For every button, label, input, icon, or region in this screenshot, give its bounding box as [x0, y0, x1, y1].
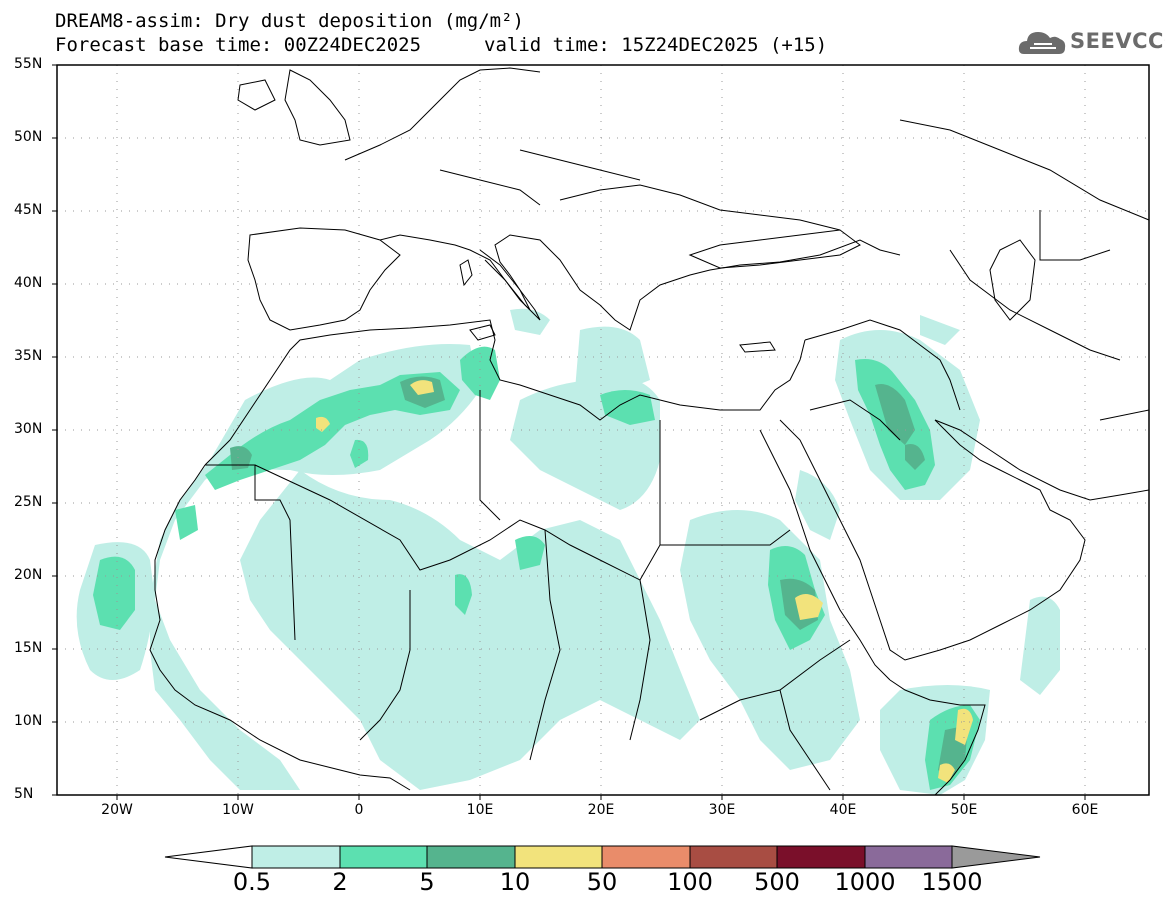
lat-label: 25N	[14, 494, 43, 510]
colorbar-bin-4	[514, 845, 603, 869]
lon-label: 60E	[1071, 802, 1099, 818]
lon-label: 30E	[708, 802, 736, 818]
lat-label: 15N	[14, 640, 43, 656]
forecast-base-time: Forecast base time: 00Z24DEC2025	[55, 34, 422, 56]
graticule	[57, 65, 1149, 795]
colorbar-bin-6	[689, 845, 778, 869]
lat-label: 55N	[14, 56, 43, 72]
colorbar-label: 1000	[834, 868, 896, 896]
map-title: DREAM8-assim: Dry dust deposition (mg/m²…	[55, 10, 524, 32]
logo-text: SEEVCCC	[1070, 29, 1165, 53]
lon-label: 20W	[101, 802, 133, 818]
colorbar-bin-2	[339, 845, 428, 869]
colorbar-label: 50	[586, 868, 618, 896]
axis-ticks	[52, 64, 1086, 800]
colorbar-label: 100	[667, 868, 713, 896]
lat-label: 40N	[14, 275, 43, 291]
lat-label: 5N	[14, 786, 34, 802]
lat-label: 30N	[14, 421, 43, 437]
lat-label: 50N	[14, 129, 43, 145]
dust-shading-high	[316, 380, 973, 783]
colorbar	[164, 845, 1041, 869]
colorbar-bin-1	[251, 845, 341, 869]
colorbar-bin-7	[776, 845, 866, 869]
colorbar-label: 2	[332, 868, 348, 896]
coastlines	[149, 67, 1150, 796]
lon-label: 10W	[222, 802, 254, 818]
lat-label: 10N	[14, 713, 43, 729]
lat-label: 45N	[14, 202, 43, 218]
lat-label: 20N	[14, 567, 43, 583]
valid-time: valid time: 15Z24DEC2025 (+15)	[484, 34, 828, 56]
colorbar-bin-5	[601, 845, 691, 869]
lon-label: 50E	[950, 802, 978, 818]
lon-label: 10E	[466, 802, 494, 818]
lon-label: 20E	[587, 802, 615, 818]
colorbar-under-arrow	[164, 845, 253, 869]
lon-label: 0	[354, 802, 364, 818]
colorbar-bin-8	[864, 845, 953, 869]
colorbar-over-arrow	[951, 845, 1041, 869]
colorbar-label: 1500	[921, 868, 983, 896]
colorbar-label: 5	[419, 868, 435, 896]
colorbar-label: 0.5	[232, 868, 272, 896]
cloud-icon	[1018, 32, 1066, 54]
lon-label: 40E	[829, 802, 857, 818]
colorbar-label: 500	[754, 868, 800, 896]
lat-label: 35N	[14, 348, 43, 364]
colorbar-bin-3	[426, 845, 516, 869]
colorbar-label: 10	[499, 868, 531, 896]
